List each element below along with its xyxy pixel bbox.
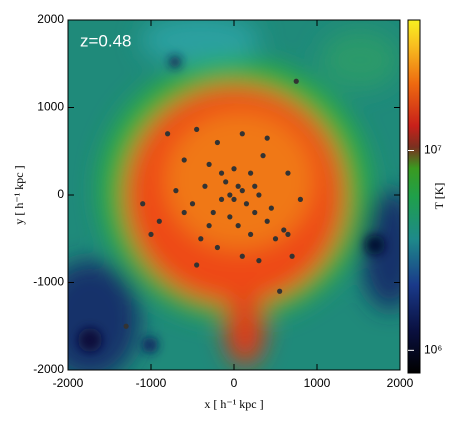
galaxy-point [194,262,200,268]
galaxy-point [202,183,208,189]
galaxy-point [268,205,274,211]
galaxy-point [173,188,179,194]
y-tick-label: -2000 [33,362,64,376]
galaxy-point [189,201,196,207]
galaxy-point [297,196,303,202]
galaxy-point [293,78,299,84]
galaxy-point [252,209,258,216]
galaxy-point [285,170,291,176]
galaxy-point [239,188,245,194]
galaxy-point [260,153,266,159]
colorbar-label: T [K] [432,183,446,210]
y-tick-label: 1000 [37,100,64,114]
galaxy-point [235,183,241,189]
galaxy-point [181,209,187,216]
galaxy-point [248,170,254,176]
x-tick-label: 0 [231,376,238,390]
temperature-map [68,20,400,370]
galaxy-point [239,131,245,137]
galaxy-point [256,258,262,264]
galaxy-point [248,231,254,237]
galaxy-point [264,218,270,224]
galaxy-point [277,288,283,294]
galaxy-point [206,223,212,229]
galaxy-point [206,161,212,167]
galaxy-point [231,196,237,202]
galaxy-point [218,196,225,202]
galaxy-point [227,214,233,220]
x-axis-label: x [ h⁻¹ kpc ] [204,397,263,411]
x-tick-label: -2000 [53,376,84,390]
colorbar-tick-label: 10⁶ [424,342,442,356]
galaxy-point [243,201,250,207]
y-tick-label: -1000 [33,275,64,289]
galaxy-point [123,323,129,329]
x-tick-label: 1000 [304,376,331,390]
galaxy-point [198,236,204,242]
galaxy-point [140,201,146,207]
y-tick-label: 0 [57,187,64,201]
galaxy-point [252,183,258,189]
galaxy-point [272,236,279,242]
colorbar [407,19,421,374]
galaxy-point [289,253,295,259]
galaxy-point [264,135,270,141]
galaxy-point [148,231,154,237]
galaxy-point [285,231,291,237]
galaxy-point [165,131,171,137]
annotation: z=0.48 [80,31,132,50]
y-tick-label: 2000 [37,12,64,26]
galaxy-point [214,244,220,251]
galaxy-point [227,192,233,198]
galaxy-point [194,126,200,132]
galaxy-point [214,139,220,146]
x-tick-label: -1000 [136,376,167,390]
galaxy-point [223,179,229,185]
galaxy-point [181,157,187,163]
galaxy-point [239,253,245,259]
colorbar-tick-label: 10⁷ [424,143,442,157]
galaxy-point [210,209,216,216]
galaxy-point [256,192,262,198]
galaxy-point [156,218,162,224]
galaxy-point [281,227,287,233]
x-tick-label: 2000 [387,376,414,390]
galaxy-point [218,170,225,176]
y-axis-label: y [ h⁻¹ kpc ] [12,165,26,224]
galaxy-point [235,223,241,229]
galaxy-point [231,166,237,172]
